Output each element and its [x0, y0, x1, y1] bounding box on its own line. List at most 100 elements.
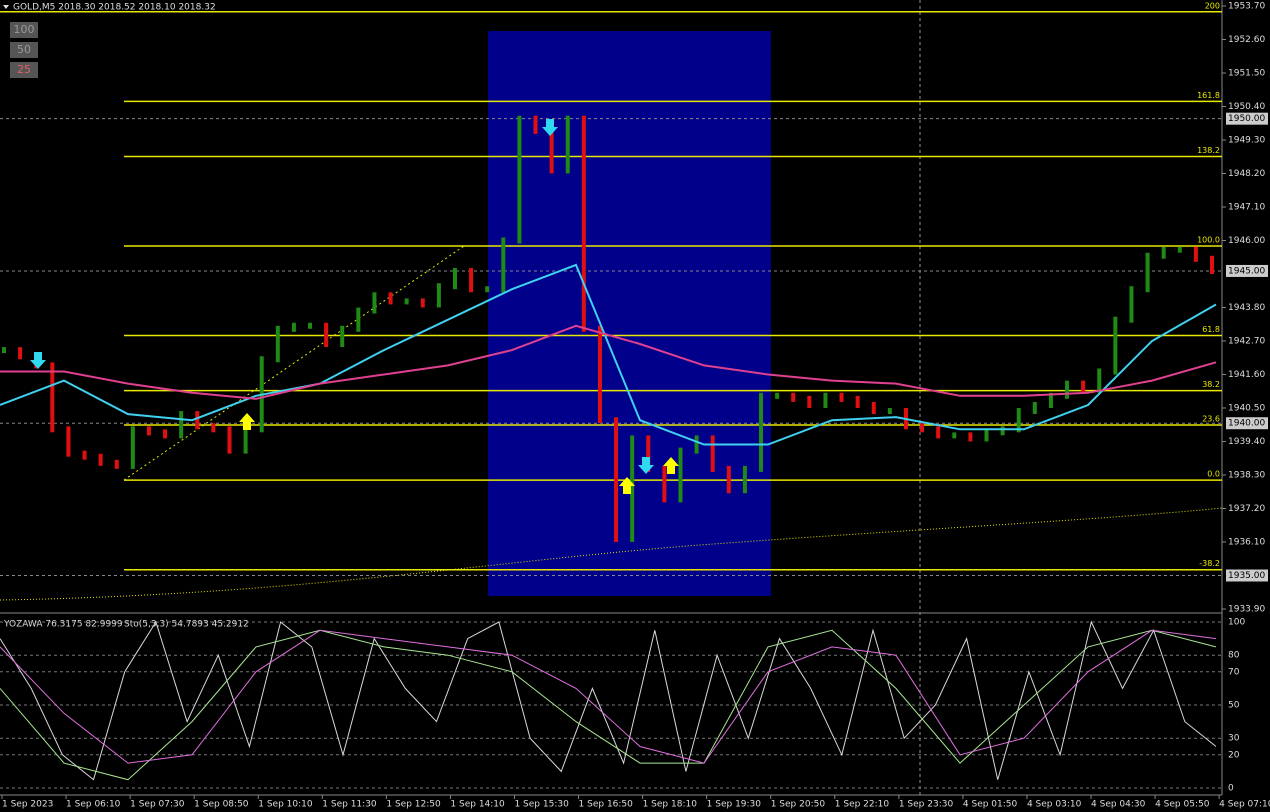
price-bar [952, 432, 957, 439]
price-bar [549, 127, 554, 174]
price-bar [871, 401, 876, 415]
price-bar [404, 298, 409, 305]
price-bar [1113, 316, 1118, 375]
price-bar [662, 465, 667, 503]
x-tick-label: 1 Sep 23:30 [899, 800, 954, 810]
price-bar [243, 426, 248, 454]
osc-line [0, 620, 1217, 781]
price-bar [1161, 246, 1166, 259]
price-bar [887, 408, 892, 415]
price-bar [469, 267, 474, 293]
price-bar [452, 267, 457, 290]
y-tick-label: 1938.30 [1228, 471, 1265, 481]
button[interactable] [10, 62, 38, 78]
price-bar [775, 392, 780, 399]
price-bar [1177, 246, 1182, 253]
y-tick-label: 1952.60 [1228, 35, 1265, 45]
button[interactable] [10, 22, 38, 38]
buy-arrow [663, 457, 679, 474]
price-bar [839, 392, 844, 402]
price-bar [646, 435, 651, 472]
price-bar [211, 423, 216, 433]
moving-average [0, 263, 1217, 446]
x-tick-label: 1 Sep 15:30 [514, 800, 569, 810]
x-tick-label: 4 Sep 07:10 [1219, 800, 1270, 810]
x-tick-label: 4 Sep 05:50 [1155, 800, 1210, 810]
x-tick-label: 1 Sep 06:10 [66, 800, 121, 810]
price-bar [1210, 255, 1214, 274]
y-tick-label: 1940.50 [1228, 404, 1265, 414]
price-bar [1016, 408, 1021, 433]
y-tick-label: 1946.00 [1228, 236, 1265, 246]
menu-triangle[interactable] [3, 5, 9, 9]
price-bar [308, 322, 313, 329]
button[interactable] [10, 42, 38, 58]
price-bar [742, 465, 747, 494]
x-tick-label: 1 Sep 19:30 [707, 800, 762, 810]
x-tick-label: 1 Sep 11:30 [322, 800, 377, 810]
price-bar [1097, 368, 1102, 393]
y-tick-label: 1950.40 [1228, 102, 1265, 112]
price-bar [420, 298, 425, 308]
level-label: 1935.00 [1228, 571, 1265, 581]
osc-tick-label: 70 [1228, 667, 1240, 677]
price-bar [807, 395, 812, 408]
price-bar [1065, 380, 1070, 399]
price-bar [581, 115, 586, 332]
price-bar [82, 450, 87, 460]
fib-anchor [123, 245, 465, 481]
x-tick-label: 1 Sep 20:50 [771, 800, 826, 810]
y-tick-label: 1948.20 [1228, 169, 1265, 179]
price-bar [920, 423, 925, 433]
price-bar [855, 395, 860, 408]
price-bar [275, 325, 280, 363]
y-tick-label: 1943.80 [1228, 303, 1265, 313]
level-label: 1950.00 [1228, 114, 1265, 124]
price-bar [597, 325, 602, 424]
y-tick-label: 1941.60 [1228, 370, 1265, 380]
x-tick-label: 1 Sep 12:50 [386, 800, 441, 810]
osc-tick-label: 20 [1228, 750, 1240, 760]
fib-label: 100.0 [1197, 235, 1220, 244]
price-bar [227, 426, 232, 454]
x-tick-label: 1 Sep 10:10 [258, 800, 313, 810]
osc-tick-label: 100 [1228, 618, 1245, 628]
osc-tick-label: 80 [1228, 651, 1240, 661]
fib-label: 23.6 [1202, 415, 1220, 424]
price-bar [565, 115, 570, 174]
level-box [1226, 112, 1268, 125]
price-bar [340, 325, 345, 348]
price-bar [1081, 380, 1086, 393]
price-bar [614, 417, 619, 542]
y-tick-label: 1947.10 [1228, 203, 1265, 213]
fib-label: -38.2 [1199, 559, 1220, 568]
x-tick-label: 1 Sep 16:50 [579, 800, 634, 810]
price-bar [485, 286, 490, 293]
price-bar [1000, 426, 1005, 436]
y-tick-label: 1949.30 [1228, 136, 1265, 146]
level-box [1226, 569, 1268, 582]
button-label[interactable]: 100 [14, 23, 35, 36]
y-tick-label: 1936.10 [1228, 538, 1265, 548]
stochastic-title: Sto(5,3,3) 54.7893 45.2912 [124, 620, 249, 630]
price-bar [195, 411, 200, 430]
price-bar [66, 426, 71, 457]
price-bar [324, 322, 329, 348]
price-bar [291, 322, 296, 332]
y-tick-label: 1939.40 [1228, 437, 1265, 447]
price-bar [130, 426, 135, 469]
x-tick-label: 1 Sep 18:10 [643, 800, 698, 810]
buy-arrow [239, 413, 255, 430]
price-bar [146, 426, 151, 436]
button-label[interactable]: 25 [17, 63, 31, 76]
price-bar [710, 435, 715, 472]
price-bar [1193, 246, 1198, 262]
osc-tick-label: 50 [1228, 701, 1240, 711]
price-bar [694, 435, 699, 454]
price-bar [388, 292, 393, 305]
osc-tick-label: 30 [1228, 734, 1240, 744]
button-label[interactable]: 50 [17, 43, 31, 56]
price-bar [18, 347, 23, 360]
price-bar [984, 429, 989, 442]
